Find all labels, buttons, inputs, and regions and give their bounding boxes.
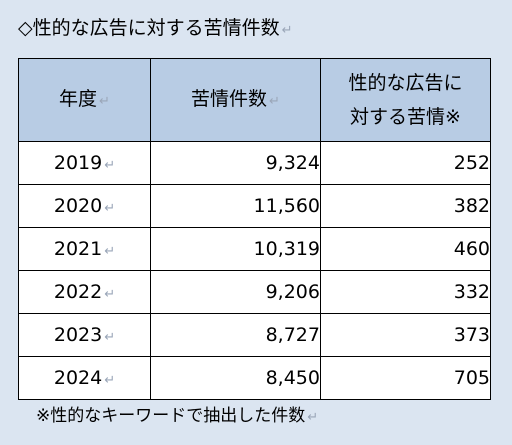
cell-year: 2021 ↵ [18,227,151,271]
cell-complaints: 11,560 [150,184,321,228]
cell-sexual-ad: 705 [320,356,491,400]
header-sexual-ad-line2: 対する苦情※ [350,106,461,128]
cell-sexual-ad: 373 [320,313,491,357]
table-row: 2019 ↵ 9,324 252 [18,141,491,185]
cell-year: 2019 ↵ [18,141,151,185]
cell-complaints: 8,450 [150,356,321,400]
table-row: 2020 ↵ 11,560 382 [18,184,491,228]
cell-sexual-ad: 382 [320,184,491,228]
return-mark-icon: ↵ [104,287,116,302]
header-year: 年度 ↵ [18,58,151,142]
cell-complaints: 8,727 [150,313,321,357]
return-mark-icon: ↵ [281,23,293,38]
cell-year: 2022 ↵ [18,270,151,314]
return-mark-icon: ↵ [104,201,116,216]
return-mark-icon: ↵ [307,410,319,425]
cell-complaints: 10,319 [150,227,321,271]
header-sexual-ad-complaints: 性的な広告に 対する苦情※ [320,58,491,142]
return-mark-icon: ↵ [269,93,280,109]
cell-year: 2024 ↵ [18,356,151,400]
cell-sexual-ad: 332 [320,270,491,314]
title-text: ◇性的な広告に対する苦情件数 [18,17,280,39]
table-row: 2022 ↵ 9,206 332 [18,270,491,314]
footnote-text: ※性的なキーワードで抽出した件数 [36,406,306,426]
return-mark-icon: ↵ [99,93,110,109]
cell-complaints: 9,324 [150,141,321,185]
header-complaints: 苦情件数 ↵ [150,58,321,142]
table-row: 2024 ↵ 8,450 705 [18,356,491,400]
cell-sexual-ad: 252 [320,141,491,185]
return-mark-icon: ↵ [104,244,116,259]
header-sexual-ad-line1: 性的な広告に [348,72,463,94]
cell-year: 2023 ↵ [18,313,151,357]
table-row: 2021 ↵ 10,319 460 [18,227,491,271]
return-mark-icon: ↵ [104,330,116,345]
cell-sexual-ad: 460 [320,227,491,271]
return-mark-icon: ↵ [104,373,116,388]
complaints-table: 年度 ↵ 苦情件数 ↵ 性的な広告に 対する苦情※ 2019 ↵ 9,324 252 … [18,58,491,400]
cell-complaints: 9,206 [150,270,321,314]
return-mark-icon: ↵ [104,158,116,173]
cell-year: 2020 ↵ [18,184,151,228]
table-row: 2023 ↵ 8,727 373 [18,313,491,357]
footnote: ※性的なキーワードで抽出した件数 ↵ [36,405,318,429]
page-title: ◇性的な広告に対する苦情件数 ↵ [18,16,293,43]
table-header-row: 年度 ↵ 苦情件数 ↵ 性的な広告に 対する苦情※ [18,58,491,142]
